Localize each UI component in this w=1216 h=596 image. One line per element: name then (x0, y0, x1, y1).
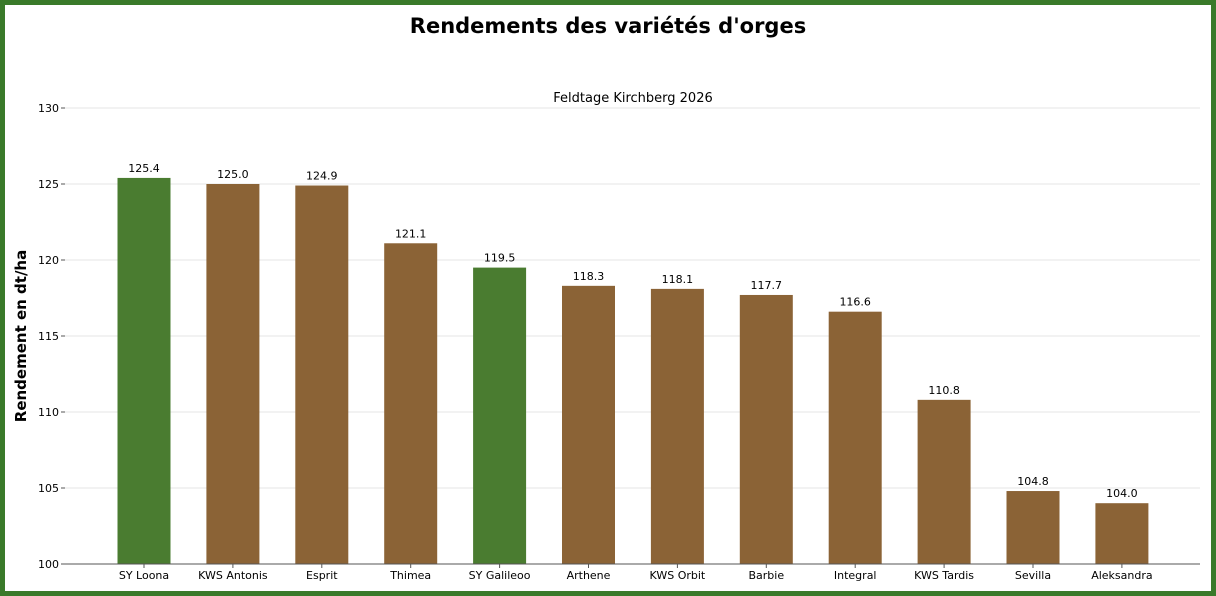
data-label: 117.7 (751, 279, 783, 292)
y-tick-label: 130 (38, 102, 59, 115)
data-label: 118.3 (573, 270, 605, 283)
bar (1095, 503, 1149, 564)
y-tick-label: 125 (38, 178, 59, 191)
x-tick-label: KWS Orbit (650, 569, 706, 582)
bar (739, 294, 793, 564)
x-tick-label: Barbie (748, 569, 784, 582)
data-label: 110.8 (928, 384, 960, 397)
y-tick-label: 115 (38, 330, 59, 343)
chart-title: Rendements des variétés d'orges (409, 14, 807, 38)
data-labels: 125.4 125.0 124.9 121.1 119.5 118.3 118.1 117.7… (128, 162, 1137, 500)
y-tick-label: 105 (38, 482, 59, 495)
y-axis-ticks: 100 105 110 115 120 125 130 (38, 102, 65, 571)
y-tick-label: 100 (38, 558, 59, 571)
data-label: 104.8 (1017, 475, 1049, 488)
data-label: 119.5 (484, 252, 516, 265)
bar (117, 177, 171, 565)
x-tick-label: Thimea (389, 569, 431, 582)
x-tick-label: SY Galileoo (469, 569, 531, 582)
bar (384, 243, 438, 564)
bar (917, 399, 971, 564)
chart-subtitle: Feldtage Kirchberg 2026 (553, 91, 713, 106)
bar (295, 185, 349, 564)
data-label: 125.0 (217, 168, 249, 181)
x-tick-label: KWS Tardis (914, 569, 974, 582)
x-tick-label: Aleksandra (1091, 569, 1152, 582)
y-axis-label: Rendement en dt/ha (12, 250, 30, 422)
x-tick-label: KWS Antonis (198, 569, 268, 582)
data-label: 121.1 (395, 227, 427, 240)
bar (650, 288, 704, 564)
bar (562, 285, 615, 564)
bar (473, 267, 527, 564)
x-axis-ticks: SY Loona KWS Antonis Esprit Thimea SY Galile… (119, 564, 1153, 582)
x-tick-label: Integral (834, 569, 877, 582)
y-tick-label: 120 (38, 254, 59, 267)
bar (206, 184, 260, 564)
data-label: 116.6 (839, 296, 871, 309)
x-tick-label: Arthene (567, 569, 611, 582)
data-label: 124.9 (306, 170, 338, 183)
bar (828, 311, 882, 564)
bar (1006, 491, 1060, 564)
data-label: 104.0 (1106, 487, 1138, 500)
bars (117, 177, 1149, 565)
y-tick-label: 110 (38, 406, 59, 419)
data-label: 125.4 (128, 162, 160, 175)
x-tick-label: SY Loona (119, 569, 169, 582)
x-tick-label: Esprit (306, 569, 338, 582)
data-label: 118.1 (662, 273, 694, 286)
x-tick-label: Sevilla (1015, 569, 1051, 582)
